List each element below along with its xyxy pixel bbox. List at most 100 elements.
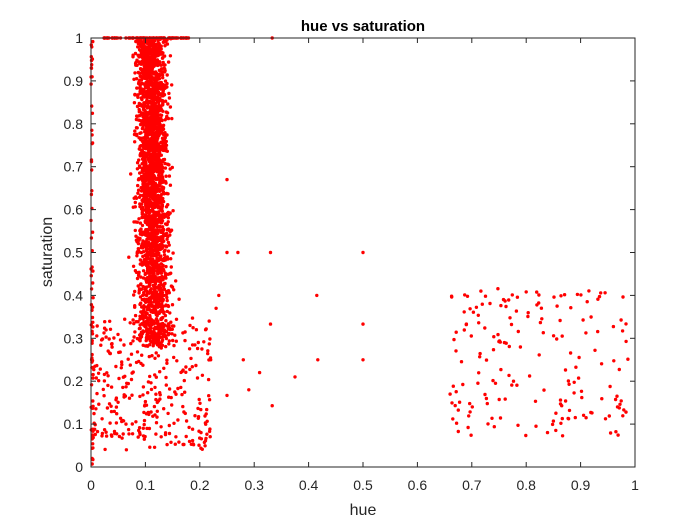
data-point bbox=[147, 426, 152, 431]
data-point bbox=[100, 434, 104, 438]
data-point bbox=[563, 399, 568, 403]
data-point bbox=[164, 110, 168, 114]
data-point bbox=[171, 338, 175, 343]
data-point bbox=[162, 407, 166, 411]
data-point bbox=[142, 437, 146, 441]
data-point bbox=[150, 100, 154, 105]
data-point bbox=[91, 281, 95, 285]
data-point bbox=[527, 374, 532, 378]
data-point bbox=[503, 299, 507, 303]
data-point bbox=[138, 317, 142, 321]
data-point bbox=[141, 107, 146, 112]
data-point bbox=[163, 258, 167, 262]
data-point bbox=[621, 295, 625, 299]
data-point bbox=[145, 280, 149, 284]
data-point bbox=[129, 172, 133, 176]
data-point bbox=[154, 279, 158, 284]
data-point bbox=[156, 319, 160, 323]
data-point bbox=[159, 316, 164, 320]
data-point bbox=[160, 230, 164, 234]
y-tick-label: 0.6 bbox=[64, 202, 84, 218]
data-point bbox=[155, 115, 159, 120]
data-point bbox=[143, 310, 147, 315]
data-point bbox=[122, 395, 126, 399]
data-point bbox=[199, 446, 203, 450]
data-point bbox=[167, 342, 171, 346]
data-point bbox=[157, 210, 161, 214]
data-point bbox=[456, 408, 460, 412]
data-point bbox=[139, 96, 144, 100]
data-point bbox=[148, 163, 152, 168]
data-point bbox=[95, 391, 99, 396]
data-point bbox=[105, 371, 109, 375]
data-point bbox=[158, 397, 162, 401]
data-point bbox=[137, 136, 141, 140]
data-point bbox=[151, 342, 156, 346]
data-point bbox=[197, 397, 201, 402]
data-point bbox=[144, 124, 149, 128]
data-point bbox=[142, 410, 146, 415]
data-point bbox=[217, 293, 221, 298]
data-point bbox=[138, 287, 142, 291]
data-point bbox=[154, 153, 158, 158]
data-point bbox=[150, 66, 154, 71]
data-point bbox=[142, 159, 146, 163]
data-point bbox=[176, 418, 180, 422]
data-point bbox=[477, 321, 481, 325]
data-point bbox=[541, 331, 545, 335]
data-point bbox=[179, 370, 183, 375]
data-point bbox=[151, 290, 156, 294]
x-tick-label: 0.8 bbox=[516, 477, 536, 493]
data-point bbox=[464, 322, 469, 326]
data-point bbox=[138, 154, 142, 158]
data-point bbox=[146, 380, 151, 384]
data-point bbox=[146, 174, 150, 178]
data-point bbox=[162, 253, 167, 257]
data-point bbox=[163, 44, 167, 48]
data-point bbox=[596, 329, 600, 334]
data-point bbox=[599, 291, 603, 295]
data-point bbox=[156, 199, 160, 203]
data-point bbox=[139, 227, 143, 231]
data-point bbox=[150, 185, 154, 190]
data-point bbox=[157, 236, 162, 240]
data-point bbox=[164, 213, 168, 217]
data-point bbox=[560, 334, 564, 338]
data-point bbox=[138, 295, 143, 299]
data-point bbox=[140, 353, 144, 357]
data-point bbox=[575, 292, 580, 297]
data-point bbox=[140, 149, 144, 153]
data-point bbox=[148, 315, 152, 319]
data-point bbox=[619, 318, 623, 322]
data-point bbox=[151, 283, 155, 288]
data-point bbox=[121, 432, 125, 436]
data-point bbox=[143, 101, 147, 105]
data-point bbox=[146, 271, 150, 275]
y-ticks: 0 0.1 0.2 0.3 0.4 0.5 0.6 0.7 0.8 0.9 1 bbox=[64, 30, 635, 475]
data-point bbox=[142, 418, 147, 423]
data-point bbox=[160, 125, 164, 129]
data-point bbox=[159, 140, 163, 144]
data-point bbox=[109, 342, 114, 346]
data-point bbox=[164, 143, 169, 147]
data-point bbox=[151, 293, 155, 297]
data-point bbox=[537, 293, 541, 297]
y-tick-label: 0 bbox=[75, 459, 83, 475]
data-point bbox=[454, 421, 459, 425]
data-point bbox=[138, 48, 142, 52]
data-point bbox=[138, 78, 142, 82]
data-point bbox=[156, 272, 160, 276]
data-point bbox=[173, 390, 177, 394]
data-point bbox=[141, 246, 145, 250]
data-point bbox=[207, 429, 212, 434]
data-point bbox=[151, 308, 155, 312]
data-point bbox=[141, 250, 146, 254]
data-point bbox=[511, 379, 516, 383]
data-point bbox=[149, 387, 154, 392]
data-point bbox=[503, 397, 507, 401]
data-point bbox=[188, 367, 192, 372]
data-point bbox=[155, 302, 159, 306]
data-point bbox=[146, 234, 150, 239]
data-point bbox=[151, 53, 156, 57]
